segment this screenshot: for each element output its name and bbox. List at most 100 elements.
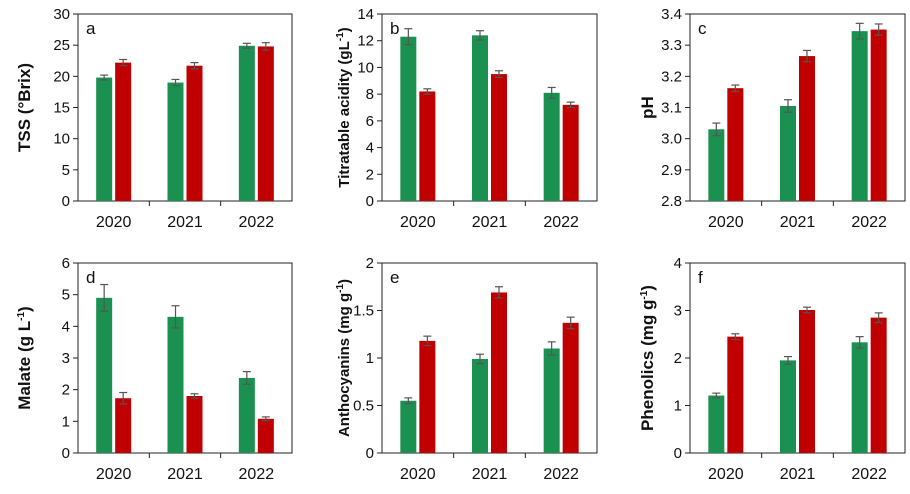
bar-2020-series-2 [727,88,744,201]
panel-c: 2.8 2.9 3.0 3.1 3.2 3.3 3.4 2020 2021 2022 c pH [638,6,906,231]
y-tick-label: 0 [62,193,70,210]
y-tick-label: 0 [674,445,682,462]
panel-letter: a [86,19,96,38]
bar-2021-series-1 [472,35,488,201]
bar-2022-series-1 [238,45,255,201]
bar-2022-series-1 [238,377,255,453]
bar-2020-series-2 [727,336,744,453]
y-tick-label: 3.2 [661,68,682,85]
bar-2021-series-1 [780,360,796,453]
x-tick-label: 2022 [851,466,887,483]
bar-2021-series-2 [491,74,507,201]
panel-letter: c [698,19,707,38]
y-tick-label: 5 [62,162,70,179]
y-tick-label: 0.5 [353,398,374,415]
y-tick-label: 3.1 [661,100,682,117]
bar-2020-series-1 [708,129,725,201]
bar-2020-series-1 [96,297,113,453]
bar-2021-series-1 [167,82,184,201]
bar-2022-series-2 [257,418,274,453]
x-tick-label: 2020 [96,214,132,231]
y-tick-label: 1 [366,350,374,367]
panel-letter: f [698,268,703,287]
panel-e: 0 0.5 1 1.5 2 2020 2021 2022 e Anthocyanins (mg g… [335,255,598,483]
y-tick-label: 6 [62,255,70,272]
bar-2022-series-2 [870,29,887,202]
bar-2021-series-2 [186,396,203,453]
bar-2020-series-2 [115,398,132,453]
bar-2022-series-2 [562,322,579,453]
x-tick-label: 2022 [239,466,275,483]
x-tick-label: 2020 [400,214,436,231]
y-tick-label: 3 [62,350,70,367]
y-tick-label: 0 [366,193,374,210]
x-tick-label: 2020 [400,466,436,483]
y-tick-label: 2.8 [661,193,682,210]
y-tick-label: 3.4 [661,6,682,23]
y-tick-label: 8 [366,86,374,103]
y-tick-label: 20 [53,68,70,85]
x-tick-label: 2022 [543,466,579,483]
panel-letter: d [86,268,95,287]
bar-2022-series-2 [562,104,579,201]
panel-f: 0 1 2 3 4 2020 2021 2022 f Phenolics (mg g-1) [638,255,906,483]
y-axis-label: TSS (°Brix) [15,63,34,152]
x-tick-label: 2021 [780,466,816,483]
y-tick-label: 4 [366,140,374,157]
bar-2022-series-2 [870,317,887,453]
y-tick-label: 3.3 [661,37,682,54]
y-tick-label: 2 [62,382,70,399]
y-axis-label: Anthocyanins (mg g-1) [335,279,353,437]
y-tick-label: 6 [366,113,374,130]
bar-2021-series-2 [799,56,815,202]
x-tick-label: 2021 [780,214,816,231]
bar-2022-series-2 [257,46,274,202]
panel-a: 0 5 10 15 20 25 30 2020 2021 2022 a TSS (°Brix) [15,6,293,231]
x-tick-label: 2021 [472,466,508,483]
x-tick-label: 2021 [472,214,508,231]
bar-2022-series-1 [851,31,868,202]
bar-2021-series-2 [799,310,815,453]
y-tick-label: 2.9 [661,162,682,179]
y-tick-label: 10 [53,131,70,148]
bar-2021-series-1 [167,316,184,453]
bar-2022-series-1 [543,92,560,201]
bar-2020-series-1 [400,400,417,453]
y-tick-label: 14 [357,6,374,23]
y-tick-label: 4 [674,255,682,272]
y-tick-label: 30 [53,6,70,23]
y-tick-label: 4 [62,318,70,335]
panel-d: 0 1 2 3 4 5 6 2020 2021 2022 d Malate (g L-1) [15,255,293,483]
y-tick-label: 1 [674,398,682,415]
y-tick-label: 3.0 [661,131,682,148]
x-tick-label: 2022 [543,214,579,231]
y-tick-label: 2 [366,166,374,183]
bar-2022-series-1 [543,348,560,453]
y-axis-label: Phenolics (mg g-1) [638,285,657,431]
y-axis-label: Malate (g L-1) [15,306,34,409]
bar-2020-series-2 [115,62,132,202]
y-tick-label: 15 [53,100,70,117]
x-tick-label: 2020 [708,214,744,231]
x-tick-label: 2022 [239,214,275,231]
y-tick-label: 12 [357,33,374,50]
panel-letter: e [390,268,399,287]
bar-2020-series-2 [419,91,436,201]
y-tick-label: 2 [674,350,682,367]
panel-b: 0 2 4 6 8 10 12 14 2020 2021 2022 b Titratable acidi… [335,6,598,231]
x-tick-label: 2021 [167,466,203,483]
plot-frame [381,13,598,202]
y-tick-label: 1.5 [353,303,374,320]
bar-2021-series-1 [472,358,488,453]
bar-2020-series-2 [419,340,436,453]
panel-letter: b [390,19,399,38]
y-tick-label: 2 [366,255,374,272]
bar-2021-series-1 [780,105,796,201]
y-axis-label: Titratable acidity (gL-1) [335,27,353,187]
y-tick-label: 1 [62,413,70,430]
bar-2021-series-2 [186,65,203,201]
bar-2022-series-1 [851,342,868,453]
x-tick-label: 2020 [708,466,744,483]
